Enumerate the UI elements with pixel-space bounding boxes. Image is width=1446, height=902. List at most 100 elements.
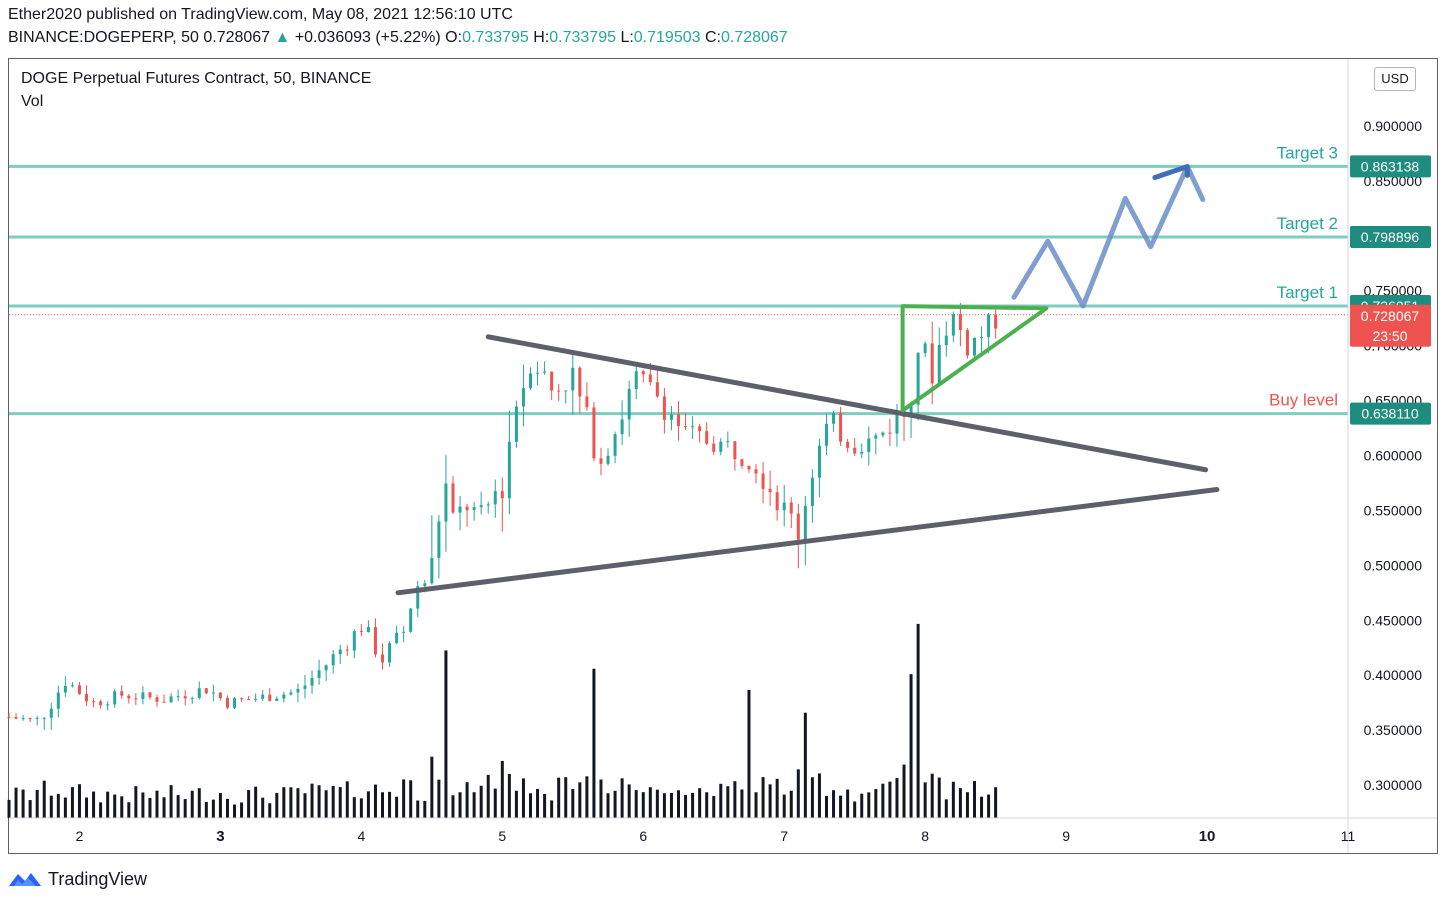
tradingview-logo-icon bbox=[9, 873, 41, 886]
volume-bar bbox=[99, 802, 103, 818]
volume-bar bbox=[479, 785, 483, 818]
candle-body bbox=[176, 696, 180, 698]
candle-body bbox=[254, 698, 258, 700]
volume-bar bbox=[824, 795, 828, 818]
candle-body bbox=[832, 412, 836, 424]
volume-bar bbox=[846, 789, 850, 818]
candle-body bbox=[275, 698, 279, 701]
candle-body bbox=[613, 434, 617, 456]
volume-bar bbox=[77, 784, 81, 818]
triangle-pattern bbox=[900, 304, 1049, 413]
volume-bar bbox=[712, 796, 716, 818]
candle-body bbox=[740, 459, 744, 466]
close-value: 0.728067 bbox=[720, 29, 788, 46]
candle-body bbox=[56, 692, 60, 709]
candle-body bbox=[479, 505, 483, 508]
volume-bar bbox=[183, 799, 187, 818]
candle-body bbox=[648, 374, 652, 383]
volume-bar bbox=[888, 781, 892, 818]
volume-bar bbox=[261, 797, 265, 818]
candle-body bbox=[980, 337, 984, 339]
open-label: O: bbox=[445, 29, 463, 46]
volume-bar bbox=[648, 787, 652, 818]
volume-bar bbox=[550, 800, 554, 818]
volume-bar bbox=[430, 756, 434, 818]
level-label: Target 3 bbox=[1277, 143, 1338, 162]
volume-bar bbox=[458, 792, 462, 818]
candle-body bbox=[698, 426, 702, 432]
candle-body bbox=[92, 701, 96, 703]
horizontal-levels: Target 3 Target 2 Target 1 Buy level bbox=[9, 143, 1348, 416]
volume-bar bbox=[944, 799, 948, 818]
volume-bar bbox=[571, 789, 575, 818]
currency-button[interactable]: USD bbox=[1374, 67, 1416, 91]
candle-body bbox=[909, 404, 913, 417]
volume-bar bbox=[775, 778, 779, 818]
y-tick-label: 0.750000 bbox=[1364, 283, 1423, 299]
candle-body bbox=[486, 504, 490, 506]
volume-bar bbox=[359, 798, 363, 818]
candle-body bbox=[162, 701, 166, 703]
volume-bar bbox=[324, 790, 328, 818]
candle-body bbox=[303, 685, 307, 689]
symbol-ohlc-line: BINANCE:DOGEPERP, 50 0.728067 ▲ +0.03609… bbox=[8, 29, 788, 47]
candle-body bbox=[204, 688, 208, 694]
candle-body bbox=[423, 583, 427, 587]
candle-body bbox=[754, 469, 758, 474]
volume-bar bbox=[233, 804, 237, 818]
countdown-text: 23:50 bbox=[1372, 328, 1407, 344]
tradingview-footer[interactable]: TradingView bbox=[8, 866, 147, 892]
candle-body bbox=[437, 521, 441, 558]
candle-body bbox=[669, 414, 673, 420]
candle-body bbox=[331, 654, 335, 666]
candle-body bbox=[536, 372, 540, 374]
candle-body bbox=[874, 435, 878, 439]
low-label: L: bbox=[620, 29, 634, 46]
volume-bar bbox=[28, 800, 32, 818]
x-tick-label: 10 bbox=[1199, 828, 1216, 845]
volume-bar bbox=[381, 792, 385, 818]
volume-bar bbox=[113, 794, 117, 818]
volume-bar bbox=[768, 784, 772, 818]
candle-body bbox=[70, 685, 74, 687]
projection-arrowhead bbox=[1152, 164, 1190, 181]
volume-bar bbox=[169, 785, 173, 818]
volume-bar bbox=[705, 792, 709, 818]
level-price-tag bbox=[1350, 225, 1431, 248]
candle-body bbox=[458, 506, 462, 513]
candle-body bbox=[571, 367, 575, 391]
volume-bar bbox=[980, 796, 984, 818]
x-tick-label: 9 bbox=[1062, 828, 1070, 844]
y-tick-label: 0.400000 bbox=[1364, 667, 1423, 683]
candle-body bbox=[225, 697, 229, 708]
candle-body bbox=[451, 483, 455, 513]
volume-bar bbox=[472, 792, 476, 818]
volume-bar bbox=[409, 780, 413, 818]
candle-body bbox=[381, 654, 385, 663]
up-triangle-icon: ▲ bbox=[274, 29, 291, 46]
candle-body bbox=[627, 389, 631, 420]
candle-body bbox=[684, 426, 688, 428]
volume-bar bbox=[669, 792, 673, 818]
volume-bar bbox=[514, 790, 518, 818]
candle-body bbox=[402, 631, 406, 633]
candle-body bbox=[965, 330, 969, 356]
candle-body bbox=[113, 691, 117, 705]
volume-bar bbox=[423, 800, 427, 818]
volume-bar bbox=[655, 789, 659, 818]
volume-bar bbox=[190, 790, 194, 818]
candle-body bbox=[782, 502, 786, 511]
volume-bar bbox=[839, 795, 843, 818]
candle-body bbox=[529, 373, 533, 389]
candle-body bbox=[500, 491, 504, 499]
volume-bar bbox=[21, 789, 25, 818]
candle-body bbox=[691, 426, 695, 428]
candle-body bbox=[641, 371, 645, 375]
candle-body bbox=[134, 698, 138, 700]
candle-body bbox=[141, 692, 145, 700]
x-tick-label: 6 bbox=[639, 828, 647, 844]
candle-body bbox=[768, 488, 772, 493]
candle-body bbox=[395, 632, 399, 644]
volume-bar bbox=[296, 788, 300, 818]
